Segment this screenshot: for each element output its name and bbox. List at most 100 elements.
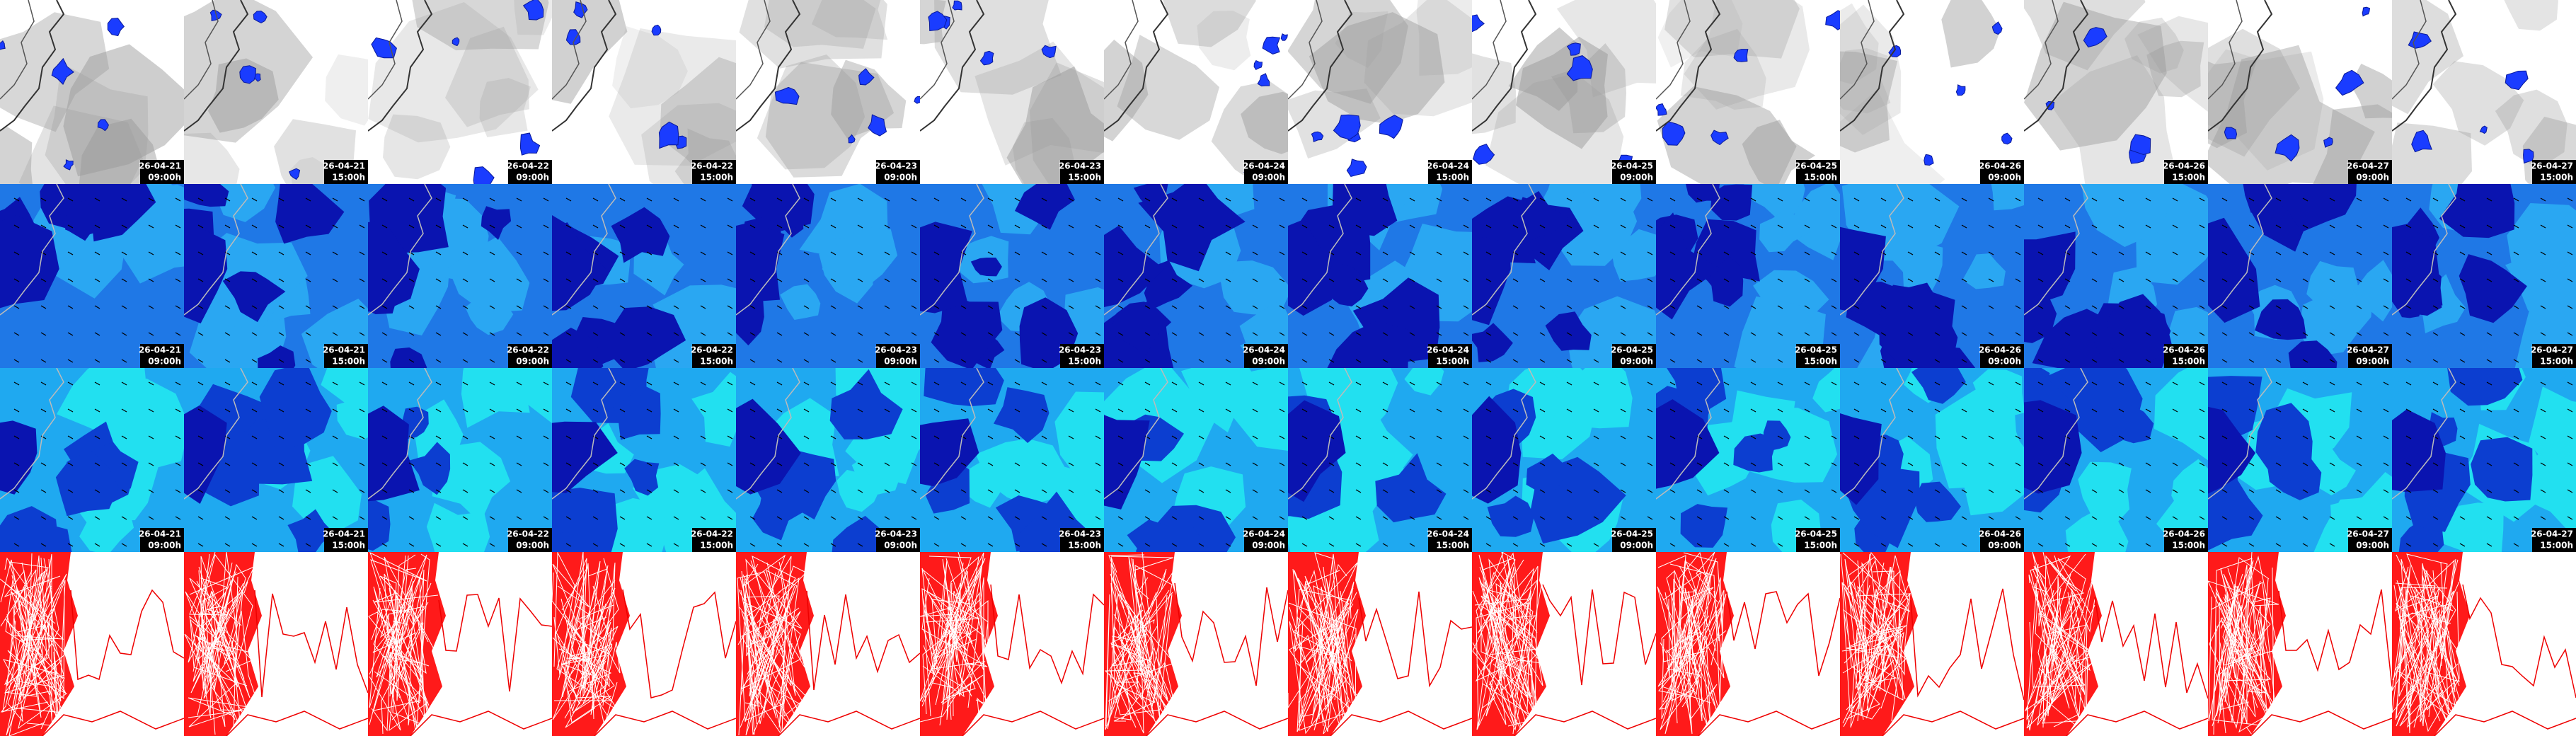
wind-barb <box>1566 516 1572 520</box>
wind-barb <box>2383 462 2389 466</box>
wind-barb <box>1436 224 1442 229</box>
wind-barb <box>1252 462 1258 466</box>
wind-barb <box>40 278 47 282</box>
contour <box>197 553 226 682</box>
contour <box>920 570 989 723</box>
wind-barb <box>1907 224 1914 229</box>
coastline <box>2208 0 2243 100</box>
label-box <box>508 528 552 552</box>
contour <box>556 565 619 711</box>
contour <box>1135 552 1161 724</box>
label-box <box>1244 528 1288 552</box>
wind-barb <box>2221 381 2228 386</box>
wind-barb <box>2037 278 2044 282</box>
wind-barb <box>2356 489 2362 493</box>
contour <box>1110 556 1142 720</box>
wind-barb <box>619 251 626 255</box>
wind-barb <box>435 489 442 493</box>
field-low <box>55 449 119 517</box>
coastline <box>1472 0 1507 100</box>
wind-barb <box>1804 332 1810 336</box>
wind-barb <box>1723 381 1730 386</box>
wind-barb <box>2459 543 2466 547</box>
wind-barb <box>749 251 756 255</box>
wind-barb <box>1409 224 1415 229</box>
wind-barb <box>619 462 626 466</box>
wind-barb <box>1539 408 1546 413</box>
wind-barb <box>2383 278 2389 282</box>
wind-barb <box>462 462 468 466</box>
wind-barb <box>1117 462 1124 466</box>
cloud <box>1941 0 2001 68</box>
contour <box>1514 711 1656 736</box>
wind-barb <box>1198 197 1204 202</box>
wind-barb <box>1988 251 1994 255</box>
wind-barb <box>1934 516 1940 520</box>
wind-barb <box>933 251 940 255</box>
contour <box>2 558 59 713</box>
field-low <box>222 271 286 323</box>
wind-barb <box>1988 516 1994 520</box>
wind-barb <box>1777 278 1783 282</box>
field-high <box>2078 461 2132 528</box>
wind-barb <box>2356 381 2362 386</box>
wind-barb <box>1750 251 1756 255</box>
wind-barb <box>1723 435 1730 439</box>
wind-barb <box>435 516 442 520</box>
wind-barb <box>1853 224 1860 229</box>
contour <box>32 557 65 730</box>
wind-barb <box>408 408 415 413</box>
wind-barb <box>2037 359 2044 363</box>
wind-barb <box>2459 516 2466 520</box>
field-high <box>1231 368 1288 452</box>
wind-barb <box>148 224 154 229</box>
background <box>2024 0 2208 184</box>
wind-barb <box>1382 381 1388 386</box>
wind-barb <box>1252 408 1258 413</box>
wind-barb <box>1014 224 1020 229</box>
field-low <box>390 347 427 368</box>
field-high <box>1962 253 2006 289</box>
time-label: 09:00h <box>516 357 549 367</box>
contour <box>1661 552 1718 703</box>
wind-barb <box>1804 381 1810 386</box>
wind-barb <box>381 543 388 547</box>
contour <box>778 711 920 736</box>
wind-barb <box>776 543 783 547</box>
wind-barb <box>1144 543 1151 547</box>
wind-barb <box>2383 224 2389 229</box>
wind-barb <box>1988 278 1994 282</box>
time-label: 09:00h <box>1252 173 1285 183</box>
wind-barb <box>2199 489 2205 493</box>
wind-barb <box>1696 305 1703 309</box>
wind-barb <box>1301 516 1308 520</box>
wind-barb <box>1171 516 1178 520</box>
precip <box>1041 45 1057 59</box>
wind-barb <box>359 305 365 309</box>
contour <box>1669 563 1722 730</box>
wind-barb <box>1750 489 1756 493</box>
wind-barb <box>987 408 994 413</box>
wind-barb <box>1880 543 1887 547</box>
contour <box>1479 552 1529 686</box>
precip <box>2362 6 2371 17</box>
wind-barb <box>2513 408 2519 413</box>
wind-barb <box>1301 462 1308 466</box>
wind-barb <box>700 305 706 309</box>
field-high <box>780 284 821 320</box>
wind-barb <box>489 381 495 386</box>
contour <box>188 684 249 728</box>
wind-barb <box>2567 381 2573 386</box>
wind-barb <box>435 435 442 439</box>
wind-barb <box>2567 332 2573 336</box>
wind-barb <box>1566 278 1572 282</box>
wind-barb <box>1750 305 1756 309</box>
wind-barb <box>911 332 917 336</box>
wind-barb <box>1961 278 1967 282</box>
wind-barb <box>1409 435 1415 439</box>
wind-barb <box>1252 381 1258 386</box>
wind-barb <box>2015 462 2021 466</box>
wind-barb <box>1463 489 1469 493</box>
